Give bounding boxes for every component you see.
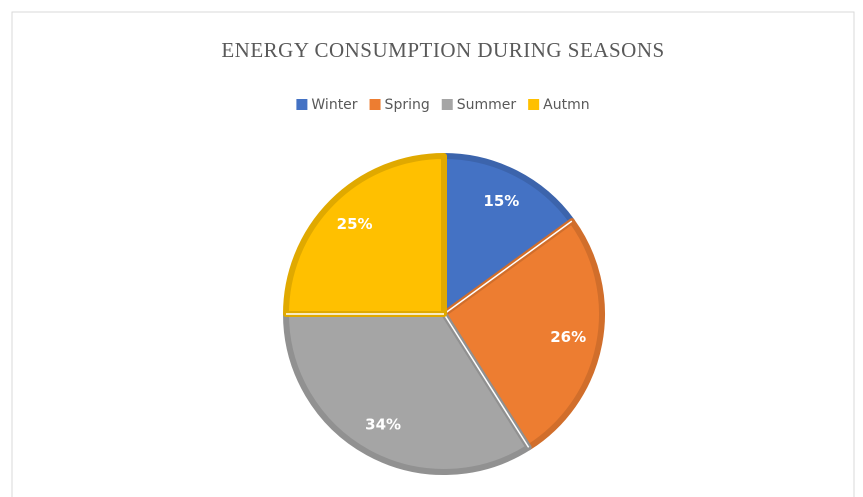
legend-label: Spring: [385, 97, 430, 113]
chart-title: ENERGY CONSUMPTION DURING SEASONS: [221, 38, 664, 62]
pie-slice: [283, 153, 447, 317]
pie-slice: [441, 218, 605, 451]
legend-label: Summer: [457, 97, 517, 113]
slice-separator: [443, 313, 530, 448]
slice-separator: [443, 220, 573, 315]
pie-slice: [283, 311, 532, 475]
data-label: 25%: [337, 215, 373, 233]
legend-swatch: [441, 99, 453, 110]
pie-slice: [441, 153, 575, 317]
legend-label: Winter: [311, 97, 357, 113]
data-label: 15%: [483, 192, 519, 210]
data-label: 26%: [550, 328, 586, 346]
legend: Winter Spring Summer Autmn: [296, 97, 590, 113]
data-label: 34%: [365, 415, 401, 433]
legend-label: Autmn: [543, 97, 589, 113]
legend-swatch: [296, 99, 308, 110]
legend-swatch: [528, 99, 540, 110]
legend-swatch: [369, 99, 381, 110]
